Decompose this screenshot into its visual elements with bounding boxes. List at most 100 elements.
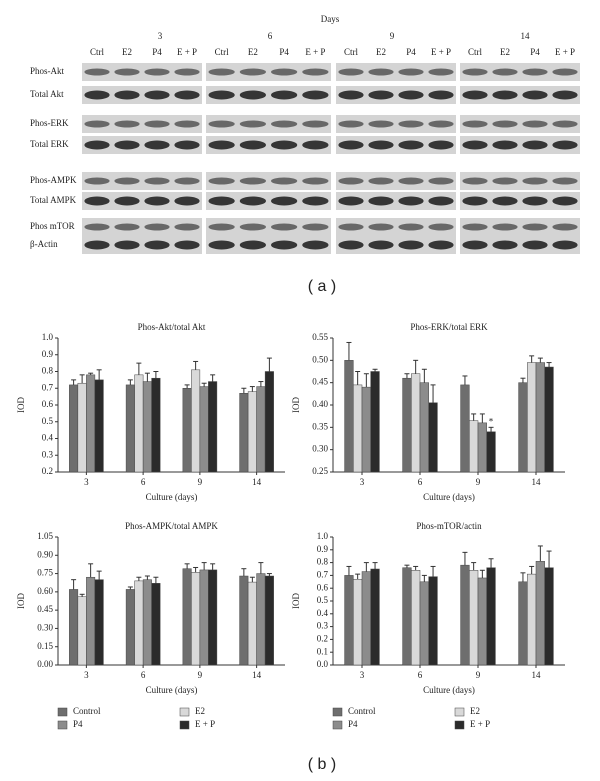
blot-band [208,68,235,76]
lane-label: E + P [305,47,325,57]
blot-band [398,177,424,185]
x-tick-label: 6 [418,477,423,487]
lane-label: Ctrl [468,47,483,57]
blot-band [302,223,329,231]
blot-band [144,240,170,250]
bar [469,420,479,473]
bar [256,386,266,473]
blot-band [174,90,200,100]
blot-band [302,90,329,100]
blot-band [174,177,200,185]
bar [239,575,249,666]
blot-strip [460,86,580,104]
x-tick-label: 9 [476,670,481,680]
blot-band [522,120,548,128]
blot-band [338,196,364,206]
blot-strip [460,236,580,254]
blot-band [522,140,548,150]
blot-band [114,177,140,185]
bar [486,567,496,666]
row-label: Phos-ERK [30,118,69,128]
blot-band [368,240,394,250]
legend-swatch [454,720,465,730]
x-tick-label: 6 [141,477,146,487]
bar [199,386,209,473]
blot-band [398,240,424,250]
blot-band [552,240,578,250]
y-axis-label: IOD [16,593,26,609]
blot-band [552,223,578,231]
blot-strip [206,63,331,81]
blot-band [239,196,266,206]
blot-band [208,120,235,128]
bar [191,572,201,666]
panel-label: ( a ) [308,278,336,295]
blot-band [239,223,266,231]
legend-swatch [332,707,343,717]
blot-band [368,196,394,206]
blot-band [462,177,488,185]
row-label: Total Akt [30,89,64,99]
bar [477,422,487,473]
bar [264,371,274,473]
day-label: 9 [390,31,395,41]
blot-strip [336,136,456,154]
legend-label: E2 [470,706,480,716]
blot-band [428,240,454,250]
blot-band [302,240,329,250]
y-tick-label: 0.75 [37,568,53,578]
bar [86,374,96,473]
blot-band [174,240,200,250]
blot-band [302,196,329,206]
lane-label: E + P [431,47,451,57]
lane-label: E + P [177,47,197,57]
bar [151,377,161,473]
blot-band [398,140,424,150]
bar [411,373,421,473]
blot-band [302,140,329,150]
blot-band [338,120,364,128]
blot-band [271,68,298,76]
row-label: Total ERK [30,139,69,149]
blot-band [114,140,140,150]
blot-band [338,140,364,150]
blot-band [492,68,518,76]
bar [419,382,429,473]
blot-band [552,177,578,185]
blot-band [428,177,454,185]
blot-band [368,177,394,185]
y-tick-label: 0.5 [317,595,329,605]
blot-band [398,223,424,231]
blot-band [462,196,488,206]
y-tick-label: 0.2 [317,633,328,643]
y-tick-label: 0.9 [42,349,54,359]
blot-band [271,90,298,100]
y-tick-label: 0.60 [37,586,53,596]
legend-swatch [179,707,190,717]
panel-label: ( b ) [308,756,336,773]
blot-band [552,140,578,150]
y-tick-label: 0.3 [42,449,54,459]
y-tick-label: 0.45 [312,377,328,387]
lane-label: E + P [555,47,575,57]
blot-band [428,140,454,150]
y-tick-label: 0.0 [317,659,329,669]
row-label: Phos mTOR [30,221,75,231]
blot-strip [336,63,456,81]
bar [544,567,554,666]
blot-band [144,120,170,128]
blot-band [338,240,364,250]
bar [69,589,79,666]
y-tick-label: 0.3 [317,621,329,631]
blot-band [522,196,548,206]
legend-label: E2 [195,706,205,716]
blot-band [522,68,548,76]
blot-band [114,90,140,100]
bar [361,386,371,473]
blot-band [338,223,364,231]
row-label: β-Actin [30,239,58,249]
blot-band [368,223,394,231]
y-tick-label: 1.0 [317,531,329,541]
bar [469,570,479,666]
